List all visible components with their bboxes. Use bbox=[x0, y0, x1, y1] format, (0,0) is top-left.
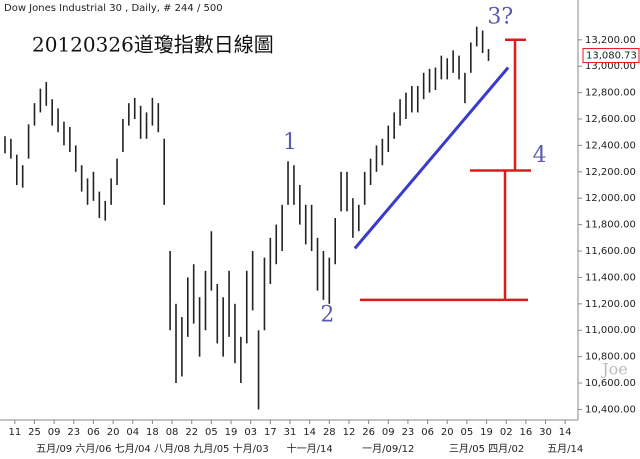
x-tick-label: 09 bbox=[48, 427, 61, 438]
x-tick-label: 06 bbox=[87, 427, 100, 438]
y-tick-label: 11,600.00 bbox=[585, 246, 636, 257]
y-tick-label: 11,000.00 bbox=[585, 325, 636, 336]
y-tick-label: 12,800.00 bbox=[585, 88, 636, 99]
month-tick-label: 四月/02 bbox=[488, 443, 524, 455]
month-tick-label: 三月/05 bbox=[449, 443, 485, 455]
x-tick-label: 28 bbox=[323, 427, 336, 438]
trendline bbox=[353, 66, 510, 250]
y-tick-label: 13,200.00 bbox=[585, 35, 636, 46]
y-tick-label: 12,400.00 bbox=[585, 140, 636, 151]
chart-title: 20120326道瓊指數日線圖 bbox=[32, 33, 274, 57]
y-tick-label: 11,200.00 bbox=[585, 299, 636, 310]
y-tick-label: 10,400.00 bbox=[585, 404, 636, 415]
x-tick-label: 11 bbox=[8, 427, 21, 438]
month-tick-label: 十月/03 bbox=[233, 442, 269, 455]
x-tick-label: 23 bbox=[402, 427, 415, 438]
annotation: 4 bbox=[533, 143, 547, 168]
annotation: 1 bbox=[283, 130, 297, 155]
x-tick-label: 05 bbox=[461, 427, 474, 438]
month-tick-label: 五月/14 bbox=[547, 443, 583, 455]
last-price-label: 13,080.73 bbox=[586, 51, 637, 62]
x-tick-label: 05 bbox=[205, 427, 218, 438]
month-tick-label: 九月/05 bbox=[193, 443, 229, 455]
x-tick-label: 03 bbox=[244, 427, 257, 438]
last-price-box bbox=[582, 48, 640, 64]
x-tick-label: 14 bbox=[303, 427, 316, 438]
x-tick-label: 20 bbox=[441, 427, 454, 438]
x-tick-label: 30 bbox=[539, 427, 552, 438]
x-tick-label: 04 bbox=[126, 427, 139, 438]
month-tick-label: 八月/08 bbox=[154, 443, 190, 455]
month-tick-label: 十一月/14 bbox=[287, 442, 333, 455]
x-tick-label: 23 bbox=[67, 427, 80, 438]
y-tick-label: 10,800.00 bbox=[585, 352, 636, 363]
x-tick-label: 08 bbox=[166, 427, 179, 438]
x-tick-label: 06 bbox=[421, 427, 434, 438]
x-tick-label: 22 bbox=[185, 427, 198, 438]
y-tick-label: 10,600.00 bbox=[585, 378, 636, 389]
watermark: Joe bbox=[600, 360, 628, 379]
x-tick-label: 19 bbox=[225, 427, 238, 438]
y-tick-label: 11,400.00 bbox=[585, 272, 636, 283]
y-tick-label: 12,000.00 bbox=[585, 193, 636, 204]
y-tick-label: 13,000.00 bbox=[585, 61, 636, 72]
month-tick-label: 七月/04 bbox=[115, 443, 151, 455]
month-tick-label: 五月/09 bbox=[36, 443, 72, 455]
y-tick-label: 12,200.00 bbox=[585, 167, 636, 178]
x-tick-label: 02 bbox=[500, 427, 513, 438]
x-tick-label: 18 bbox=[146, 427, 159, 438]
annotation: 3? bbox=[487, 4, 513, 29]
month-tick-label: 六月/06 bbox=[75, 443, 111, 455]
x-tick-label: 25 bbox=[28, 427, 41, 438]
x-tick-label: 17 bbox=[264, 427, 277, 438]
x-tick-label: 19 bbox=[480, 427, 493, 438]
x-tick-label: 09 bbox=[382, 427, 395, 438]
month-tick-label: 一月/09/12 bbox=[362, 443, 414, 455]
x-tick-label: 12 bbox=[343, 427, 356, 438]
x-tick-label: 26 bbox=[362, 427, 375, 438]
x-tick-label: 14 bbox=[559, 427, 572, 438]
x-tick-label: 16 bbox=[519, 427, 532, 438]
y-tick-label: 11,800.00 bbox=[585, 220, 636, 231]
y-tick-label: 12,600.00 bbox=[585, 114, 636, 125]
x-tick-label: 20 bbox=[107, 427, 120, 438]
chart-header: Dow Jones Industrial 30 , Daily, # 244 /… bbox=[4, 3, 223, 14]
annotation: 2 bbox=[320, 303, 334, 328]
x-tick-label: 31 bbox=[284, 427, 297, 438]
